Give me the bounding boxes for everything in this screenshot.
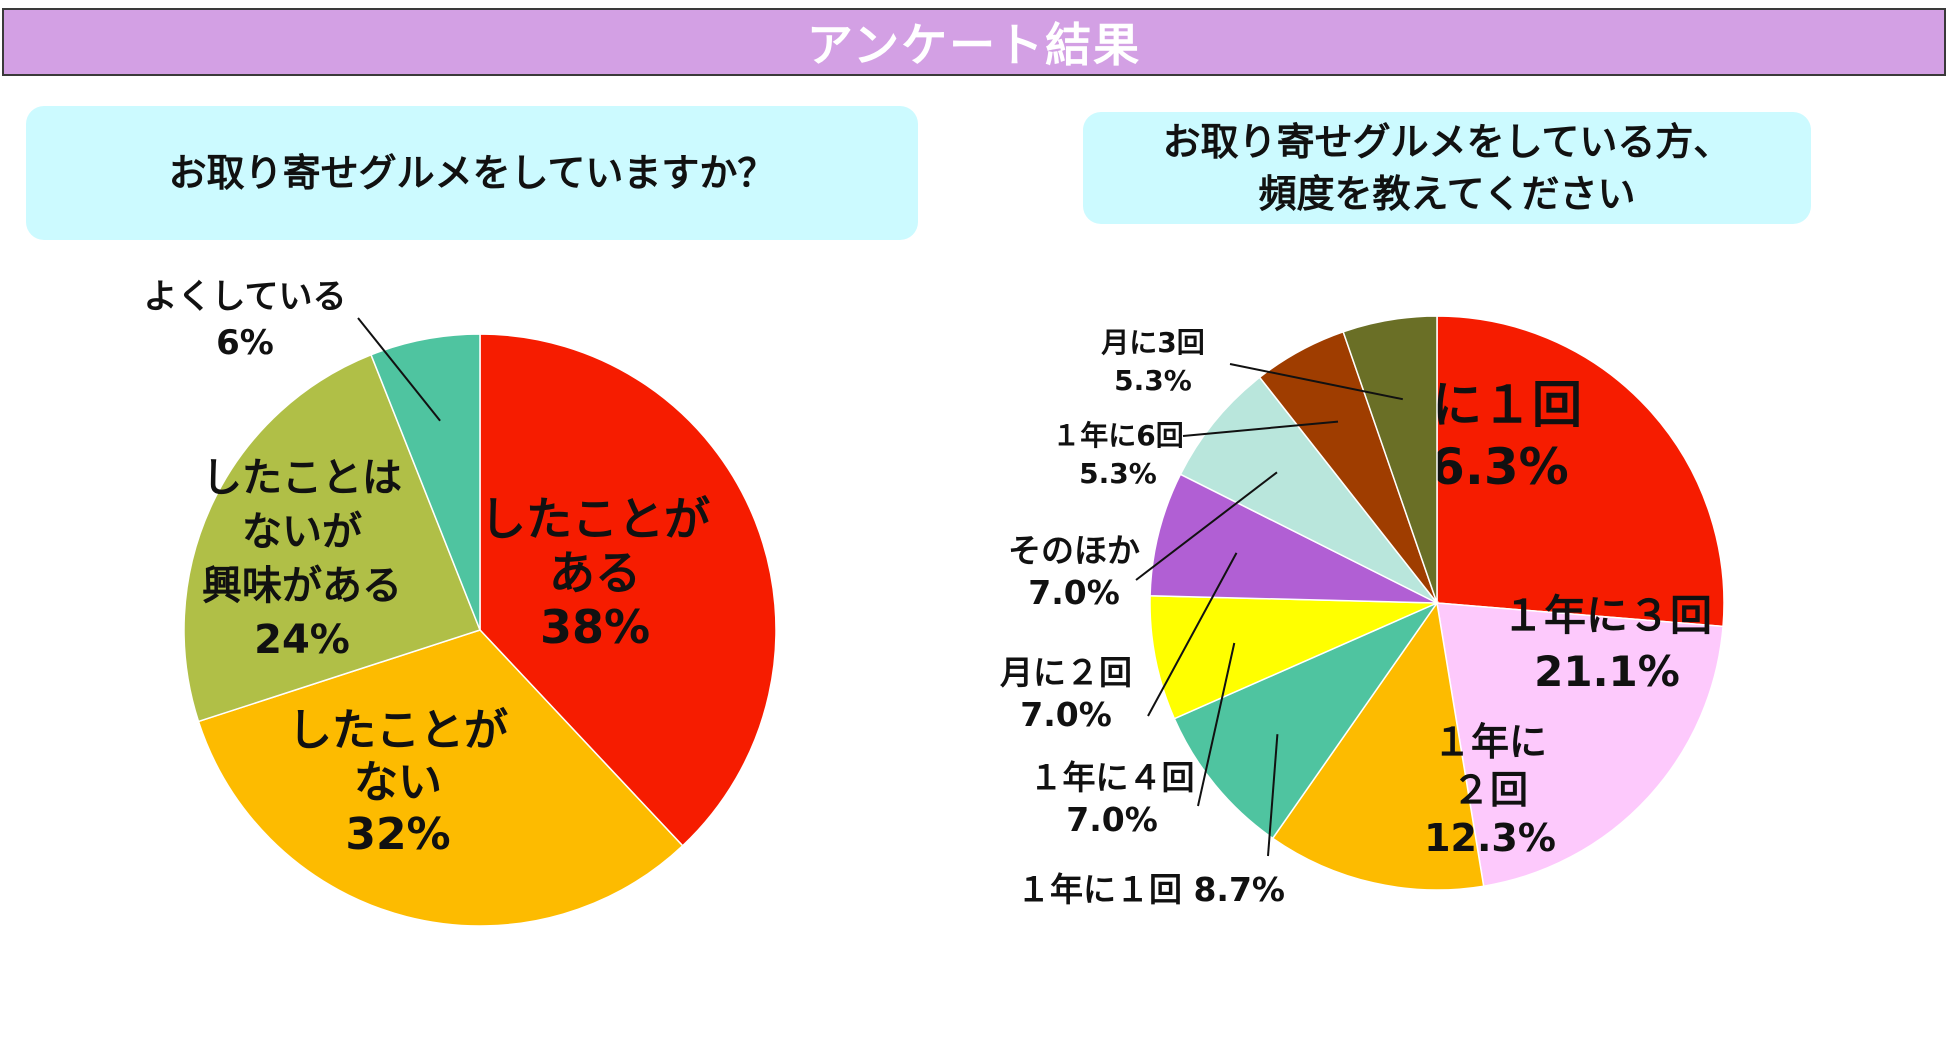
pie2-slice-6 — [1149, 473, 1438, 604]
header-banner: アンケート結果 — [2, 8, 1946, 76]
page-title: アンケート結果 — [806, 18, 1142, 72]
pie2-leader-line-4 — [1267, 734, 1279, 857]
pie2-label-3: １年に２回 12.3% — [1424, 720, 1556, 860]
pie2-slice-4 — [1173, 601, 1440, 840]
pie2-slice-5 — [1149, 595, 1438, 720]
pie1-label-1: したことがある 38% — [480, 492, 710, 654]
pie2-slice-1 — [1436, 315, 1725, 628]
pie2-leader-line-7 — [1135, 471, 1278, 581]
pie1-slice-3 — [183, 353, 481, 723]
pie2-slice-2 — [1436, 602, 1724, 888]
pie1-label-3: したことはないが興味がある 24% — [202, 455, 402, 663]
question-2-line-1: お取り寄せグルメをしている方、 — [1162, 120, 1732, 164]
pie-chart-usage: したことがある 38% したことがない 32% したことはないが興味がある 24% よくして… — [144, 277, 777, 927]
pie2-label-4: １年に１回 8.7% — [1017, 870, 1285, 909]
pie2-leader-line-6 — [1147, 552, 1238, 717]
question-2-line-2: 頻度を教えてください — [1258, 172, 1636, 216]
pie2-slice-7 — [1179, 376, 1438, 604]
pie2-leader-line-5 — [1197, 642, 1236, 807]
pie2-leader-line-8 — [1182, 420, 1339, 437]
pie2-label-9: 月に3回 5.3% — [1100, 326, 1204, 397]
pie2-slice-3 — [1271, 601, 1485, 891]
question-1-text: お取り寄せグルメをしていますか？ — [168, 151, 776, 195]
pie1-label-2: したことがない 32% — [288, 705, 508, 860]
pie1-leader-line-4 — [357, 317, 441, 422]
pie2-label-6: 月に２回 7.0% — [1000, 653, 1132, 734]
pie1-slice-2 — [197, 629, 684, 927]
question-2-box: お取り寄せグルメをしている方、 頻度を教えてください — [1083, 112, 1811, 224]
question-1-box: お取り寄せグルメをしていますか？ — [26, 106, 918, 240]
pie1-slice-4 — [370, 333, 481, 631]
pie2-label-7: そのほか 7.0% — [1008, 531, 1140, 612]
pie2-leader-line-9 — [1229, 363, 1403, 401]
pie1-label-4: よくしている 6% — [144, 277, 347, 363]
pie2-label-5: １年に４回 7.0% — [1030, 758, 1195, 839]
pie1-slice-1 — [479, 333, 777, 847]
pie2-slice-9 — [1342, 315, 1438, 604]
pie2-label-2: １年に３回 21.1% — [1502, 591, 1712, 696]
pie-chart-frequency: 月に１回 26.3%１年に３回 21.1%１年に２回 12.3%１年に１回 8.7%１… — [1000, 315, 1725, 909]
pie2-label-8: １年に6回 5.3% — [1052, 419, 1183, 490]
